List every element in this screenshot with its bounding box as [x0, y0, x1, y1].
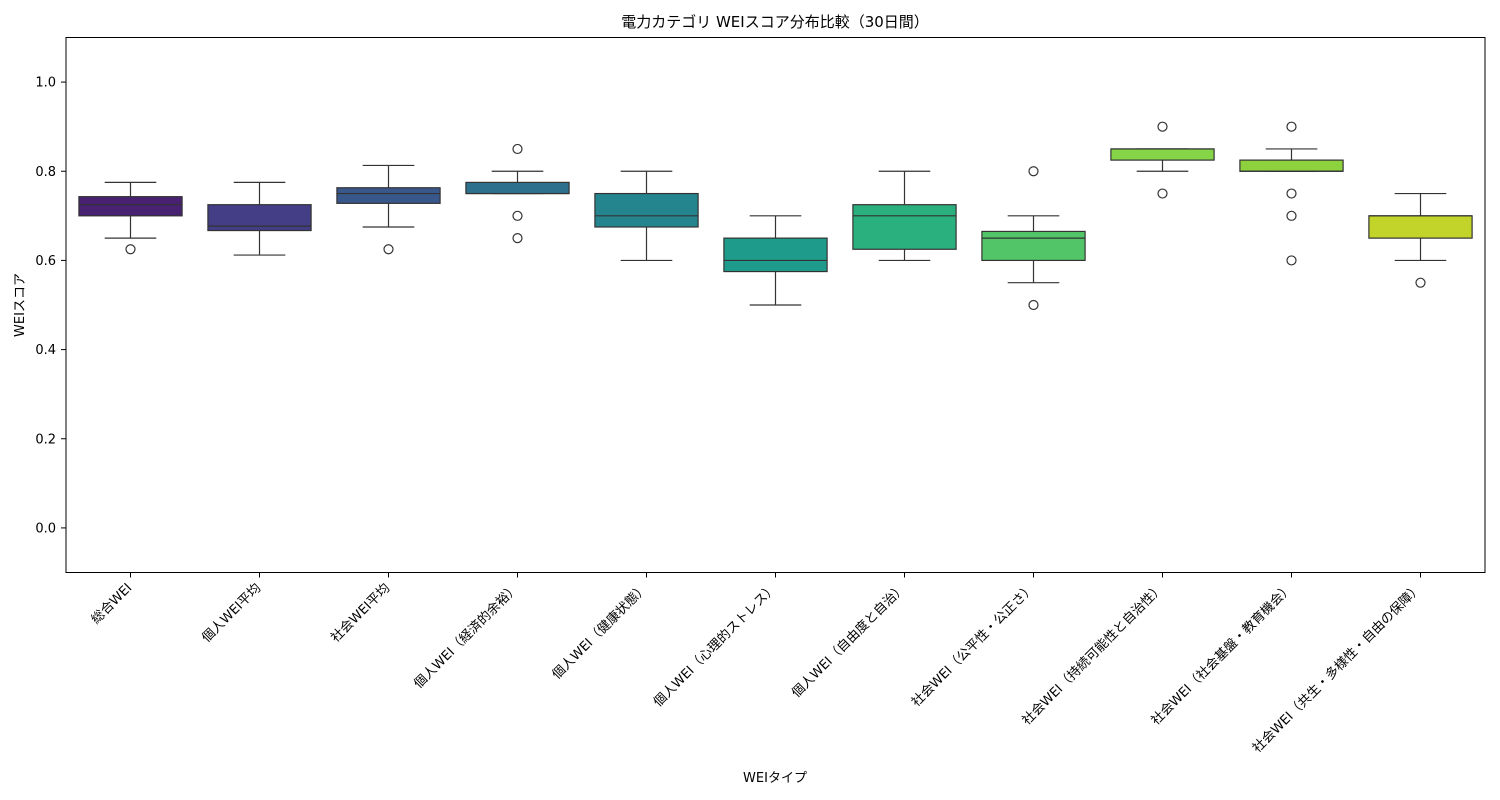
outlier-point: [1286, 255, 1297, 266]
x-tick-label: 個人WEI（自由度と自治）: [788, 580, 909, 701]
outlier-point: [1286, 121, 1297, 132]
box-group: [723, 215, 828, 306]
box: [723, 237, 828, 273]
box-group: [336, 164, 441, 255]
box-group: [594, 170, 699, 262]
x-tick-label: 社会WEI平均: [328, 580, 394, 646]
outlier-point: [512, 210, 523, 221]
box-group: [465, 143, 570, 244]
y-tick-label: 0.2: [35, 432, 56, 447]
box-group: [207, 181, 312, 256]
box: [78, 196, 183, 217]
box: [1368, 215, 1473, 239]
plot-area: [78, 121, 1473, 311]
outlier-point: [1415, 277, 1426, 288]
outlier-point: [1286, 210, 1297, 221]
y-tick-label: 0.0: [35, 521, 56, 536]
outlier-point: [1028, 299, 1039, 311]
x-tick-label: 社会WEI（公平性・公正さ）: [908, 580, 1038, 710]
box: [1110, 148, 1215, 161]
x-tick-label: 個人WEI（健康状態）: [549, 580, 651, 682]
x-tick-label: 社会WEI（社会基盤・教育機会）: [1148, 580, 1296, 728]
y-axis-label: WEIスコア: [13, 273, 28, 337]
x-tick-label: 個人WEI平均: [199, 581, 264, 646]
box: [465, 181, 570, 195]
outlier-point: [1286, 188, 1297, 199]
outlier-point: [383, 244, 394, 255]
x-tick-label: 社会WEI（持続可能性と自治性）: [1019, 580, 1167, 728]
y-axis: 0.0 0.2 0.4 0.6 0.8 1.0: [35, 76, 66, 536]
box: [594, 192, 699, 228]
box-group: [1368, 192, 1473, 288]
x-tick-label: 個人WEI（経済的余裕）: [411, 580, 523, 692]
outlier-point: [512, 143, 523, 155]
box: [981, 230, 1086, 262]
outlier-point: [1028, 166, 1039, 177]
box: [852, 204, 957, 250]
box-group: [981, 166, 1086, 311]
box-group: [78, 181, 183, 255]
x-axis: 総合WEI 個人WEI平均 社会WEI平均 個人WEI（経済的余裕） 個人WEI（健康状…: [89, 572, 1425, 756]
y-tick-label: 0.8: [35, 165, 56, 180]
y-tick-label: 1.0: [35, 76, 56, 91]
y-tick-label: 0.4: [35, 343, 56, 358]
box: [336, 187, 441, 204]
outlier-point: [512, 233, 523, 244]
box-group: [852, 170, 957, 262]
x-tick-label: 総合WEI: [89, 581, 136, 628]
y-tick-label: 0.6: [35, 254, 56, 269]
box: [1239, 159, 1344, 172]
x-tick-label: 個人WEI（心理的ストレス）: [650, 580, 780, 710]
outlier-point: [1157, 121, 1168, 132]
chart-title: 電力カテゴリ WEIスコア分布比較（30日間）: [621, 13, 929, 31]
outlier-point: [1157, 188, 1168, 199]
box-group: [1110, 121, 1215, 199]
outlier-point: [125, 244, 136, 255]
box-group: [1239, 121, 1344, 266]
x-axis-label: WEIタイプ: [743, 771, 807, 786]
